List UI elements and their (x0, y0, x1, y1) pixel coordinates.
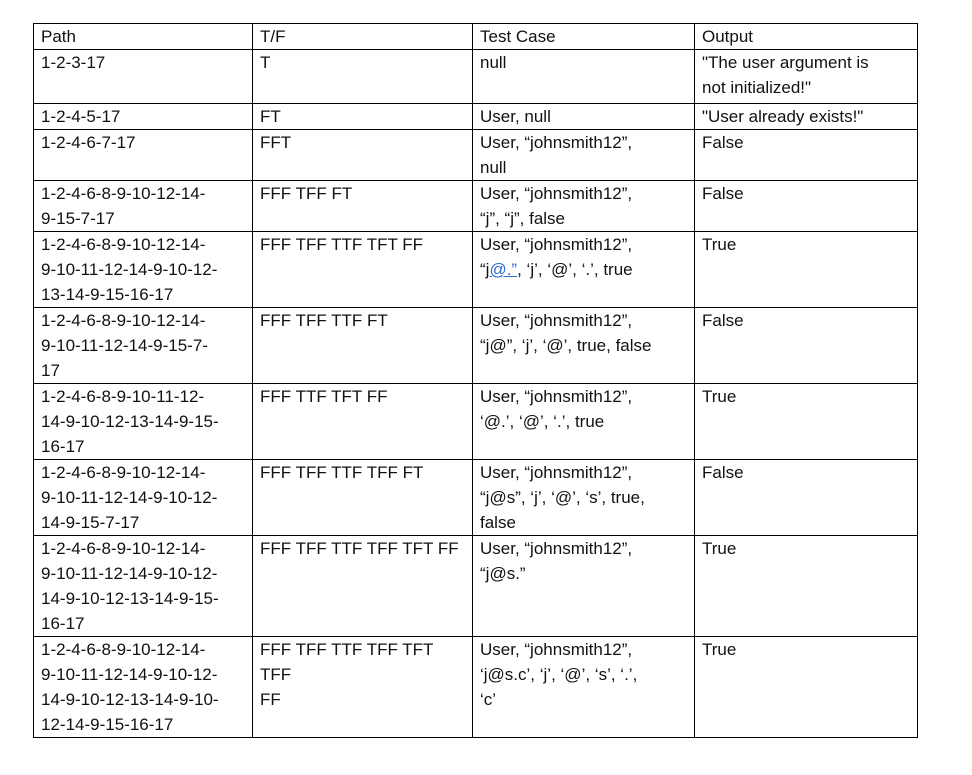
tf-cell: FFF TFF FT (252, 180, 473, 232)
test-case-line: User, “johnsmith12”, (480, 235, 633, 254)
path-cell: 1-2-4-5-17 (33, 103, 253, 130)
test-case-cell: User, “johnsmith12”, “j@”, ‘j’, ‘@’, tru… (472, 307, 695, 384)
table-row: 1-2-4-6-8-9-10-12-14- 9-10-11-12-14-9-15… (33, 307, 918, 384)
test-case-cell: User, “johnsmith12”, ‘@.’, ‘@’, ‘.’, tru… (472, 383, 695, 460)
output-cell: True (694, 535, 918, 637)
path-cell: 1-2-4-6-8-9-10-11-12- 14-9-10-12-13-14-9… (33, 383, 253, 460)
path-cell: 1-2-4-6-8-9-10-12-14- 9-10-11-12-14-9-10… (33, 535, 253, 637)
table-row: 1-2-4-6-8-9-10-12-14- 9-10-11-12-14-9-10… (33, 231, 918, 308)
tf-cell: FFF TFF TTF TFF TFT FF (252, 535, 473, 637)
table-row: 1-2-4-6-7-17 FFT User, “johnsmith12”, nu… (33, 129, 918, 181)
header-path: Path (33, 23, 253, 50)
output-cell: False (694, 129, 918, 181)
table-row: 1-2-4-6-8-9-10-12-14- 9-10-11-12-14-9-10… (33, 636, 918, 738)
output-cell: False (694, 307, 918, 384)
path-cell: 1-2-4-6-8-9-10-12-14- 9-15-7-17 (33, 180, 253, 232)
output-cell: True (694, 383, 918, 460)
table-row: 1-2-4-6-8-9-10-12-14- 9-10-11-12-14-9-10… (33, 459, 918, 536)
path-cell: 1-2-4-6-8-9-10-12-14- 9-10-11-12-14-9-15… (33, 307, 253, 384)
path-cell: 1-2-4-6-8-9-10-12-14- 9-10-11-12-14-9-10… (33, 636, 253, 738)
path-cell: 1-2-4-6-7-17 (33, 129, 253, 181)
test-case-cell: null (472, 49, 695, 104)
test-case-cell: User, “johnsmith12”, “j”, “j”, false (472, 180, 695, 232)
test-case-quote-open: “j (480, 260, 490, 279)
test-case-cell: User, “johnsmith12”, ‘j@s.c’, ‘j’, ‘@’, … (472, 636, 695, 738)
output-cell: True (694, 636, 918, 738)
path-cell: 1-2-4-6-8-9-10-12-14- 9-10-11-12-14-9-10… (33, 459, 253, 536)
output-cell: "User already exists!" (694, 103, 918, 130)
tf-cell: FFF TFF TTF FT (252, 307, 473, 384)
table-row: 1-2-4-6-8-9-10-12-14- 9-10-11-12-14-9-10… (33, 535, 918, 637)
email-link[interactable]: @.” (489, 260, 518, 279)
test-case-cell: User, “johnsmith12”, “j@.”, ‘j’, ‘@’, ‘.… (472, 231, 695, 308)
tf-cell: FT (252, 103, 473, 130)
test-path-table: Path T/F Test Case Output 1-2-3-17 T nul… (33, 23, 918, 738)
test-case-cell: User, “johnsmith12”, “j@s.” (472, 535, 695, 637)
header-output: Output (694, 23, 918, 50)
tf-cell: FFT (252, 129, 473, 181)
tf-cell: FFF TFF TTF TFT FF (252, 231, 473, 308)
tf-cell: FFF TFF TTF TFF TFT TFF FF (252, 636, 473, 738)
table-row: 1-2-4-5-17 FT User, null "User already e… (33, 103, 918, 130)
path-cell: 1-2-3-17 (33, 49, 253, 104)
header-row: Path T/F Test Case Output (33, 23, 918, 50)
output-cell: False (694, 180, 918, 232)
path-cell: 1-2-4-6-8-9-10-12-14- 9-10-11-12-14-9-10… (33, 231, 253, 308)
table-row: 1-2-3-17 T null "The user argument is no… (33, 49, 918, 104)
test-case-rest: , ‘j’, ‘@’, ‘.’, true (517, 260, 633, 279)
output-cell: "The user argument is not initialized!" (694, 49, 918, 104)
output-cell: True (694, 231, 918, 308)
table-row: 1-2-4-6-8-9-10-11-12- 14-9-10-12-13-14-9… (33, 383, 918, 460)
header-test-case: Test Case (472, 23, 695, 50)
test-case-cell: User, “johnsmith12”, “j@s”, ‘j’, ‘@’, ‘s… (472, 459, 695, 536)
tf-cell: FFF TFF TTF TFF FT (252, 459, 473, 536)
test-case-cell: User, “johnsmith12”, null (472, 129, 695, 181)
output-cell: False (694, 459, 918, 536)
tf-cell: T (252, 49, 473, 104)
table-row: 1-2-4-6-8-9-10-12-14- 9-15-7-17 FFF TFF … (33, 180, 918, 232)
test-case-cell: User, null (472, 103, 695, 130)
header-tf: T/F (252, 23, 473, 50)
tf-cell: FFF TTF TFT FF (252, 383, 473, 460)
